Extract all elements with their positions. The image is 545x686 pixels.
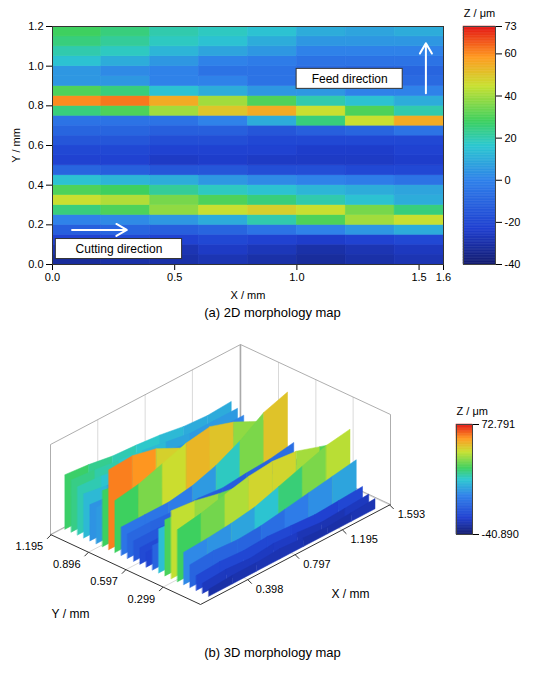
svg-text:20: 20: [505, 132, 517, 144]
svg-text:0.8: 0.8: [28, 99, 43, 111]
svg-text:1.2: 1.2: [28, 20, 43, 32]
svg-text:0.797: 0.797: [303, 558, 331, 570]
svg-text:-40: -40: [505, 258, 521, 270]
svg-text:Z / μm: Z / μm: [457, 405, 488, 417]
svg-text:X / mm: X / mm: [231, 289, 266, 301]
svg-text:0.398: 0.398: [256, 583, 284, 595]
html-text:(a) 2D morphology map: (a) 2D morphology map: [204, 305, 341, 320]
svg-text:X / mm: X / mm: [332, 587, 370, 601]
svg-text:-40.890: -40.890: [482, 528, 519, 540]
svg-text:Y / mm: Y / mm: [10, 128, 22, 163]
svg-text:-20: -20: [505, 216, 521, 228]
svg-text:1.195: 1.195: [350, 533, 378, 545]
svg-text:1.593: 1.593: [398, 508, 426, 520]
svg-text:0.5: 0.5: [167, 271, 182, 283]
svg-text:73: 73: [505, 20, 517, 32]
svg-text:Cutting direction: Cutting direction: [76, 242, 163, 256]
svg-text:40: 40: [505, 90, 517, 102]
svg-text:0.2: 0.2: [28, 218, 43, 230]
svg-text:60: 60: [505, 47, 517, 59]
svg-text:1.5: 1.5: [411, 271, 426, 283]
svg-text:0: 0: [505, 174, 511, 186]
svg-text:1.0: 1.0: [289, 271, 304, 283]
svg-text:0.0: 0.0: [45, 271, 60, 283]
svg-text:0.597: 0.597: [90, 575, 118, 587]
html-text:(b) 3D morphology map: (b) 3D morphology map: [204, 645, 341, 660]
svg-text:Y / mm: Y / mm: [52, 607, 90, 621]
svg-text:0.6: 0.6: [28, 139, 43, 151]
svg-text:1.195: 1.195: [16, 540, 44, 552]
svg-text:0.4: 0.4: [28, 179, 43, 191]
svg-text:0.299: 0.299: [128, 593, 156, 605]
svg-text:1.6: 1.6: [436, 271, 451, 283]
svg-text:0.0: 0.0: [28, 258, 43, 270]
svg-text:1.0: 1.0: [28, 60, 43, 72]
svg-text:0.896: 0.896: [53, 558, 81, 570]
svg-text:Z / μm: Z / μm: [464, 7, 495, 19]
svg-text:Feed direction: Feed direction: [312, 72, 388, 86]
svg-text:72.791: 72.791: [482, 418, 516, 430]
